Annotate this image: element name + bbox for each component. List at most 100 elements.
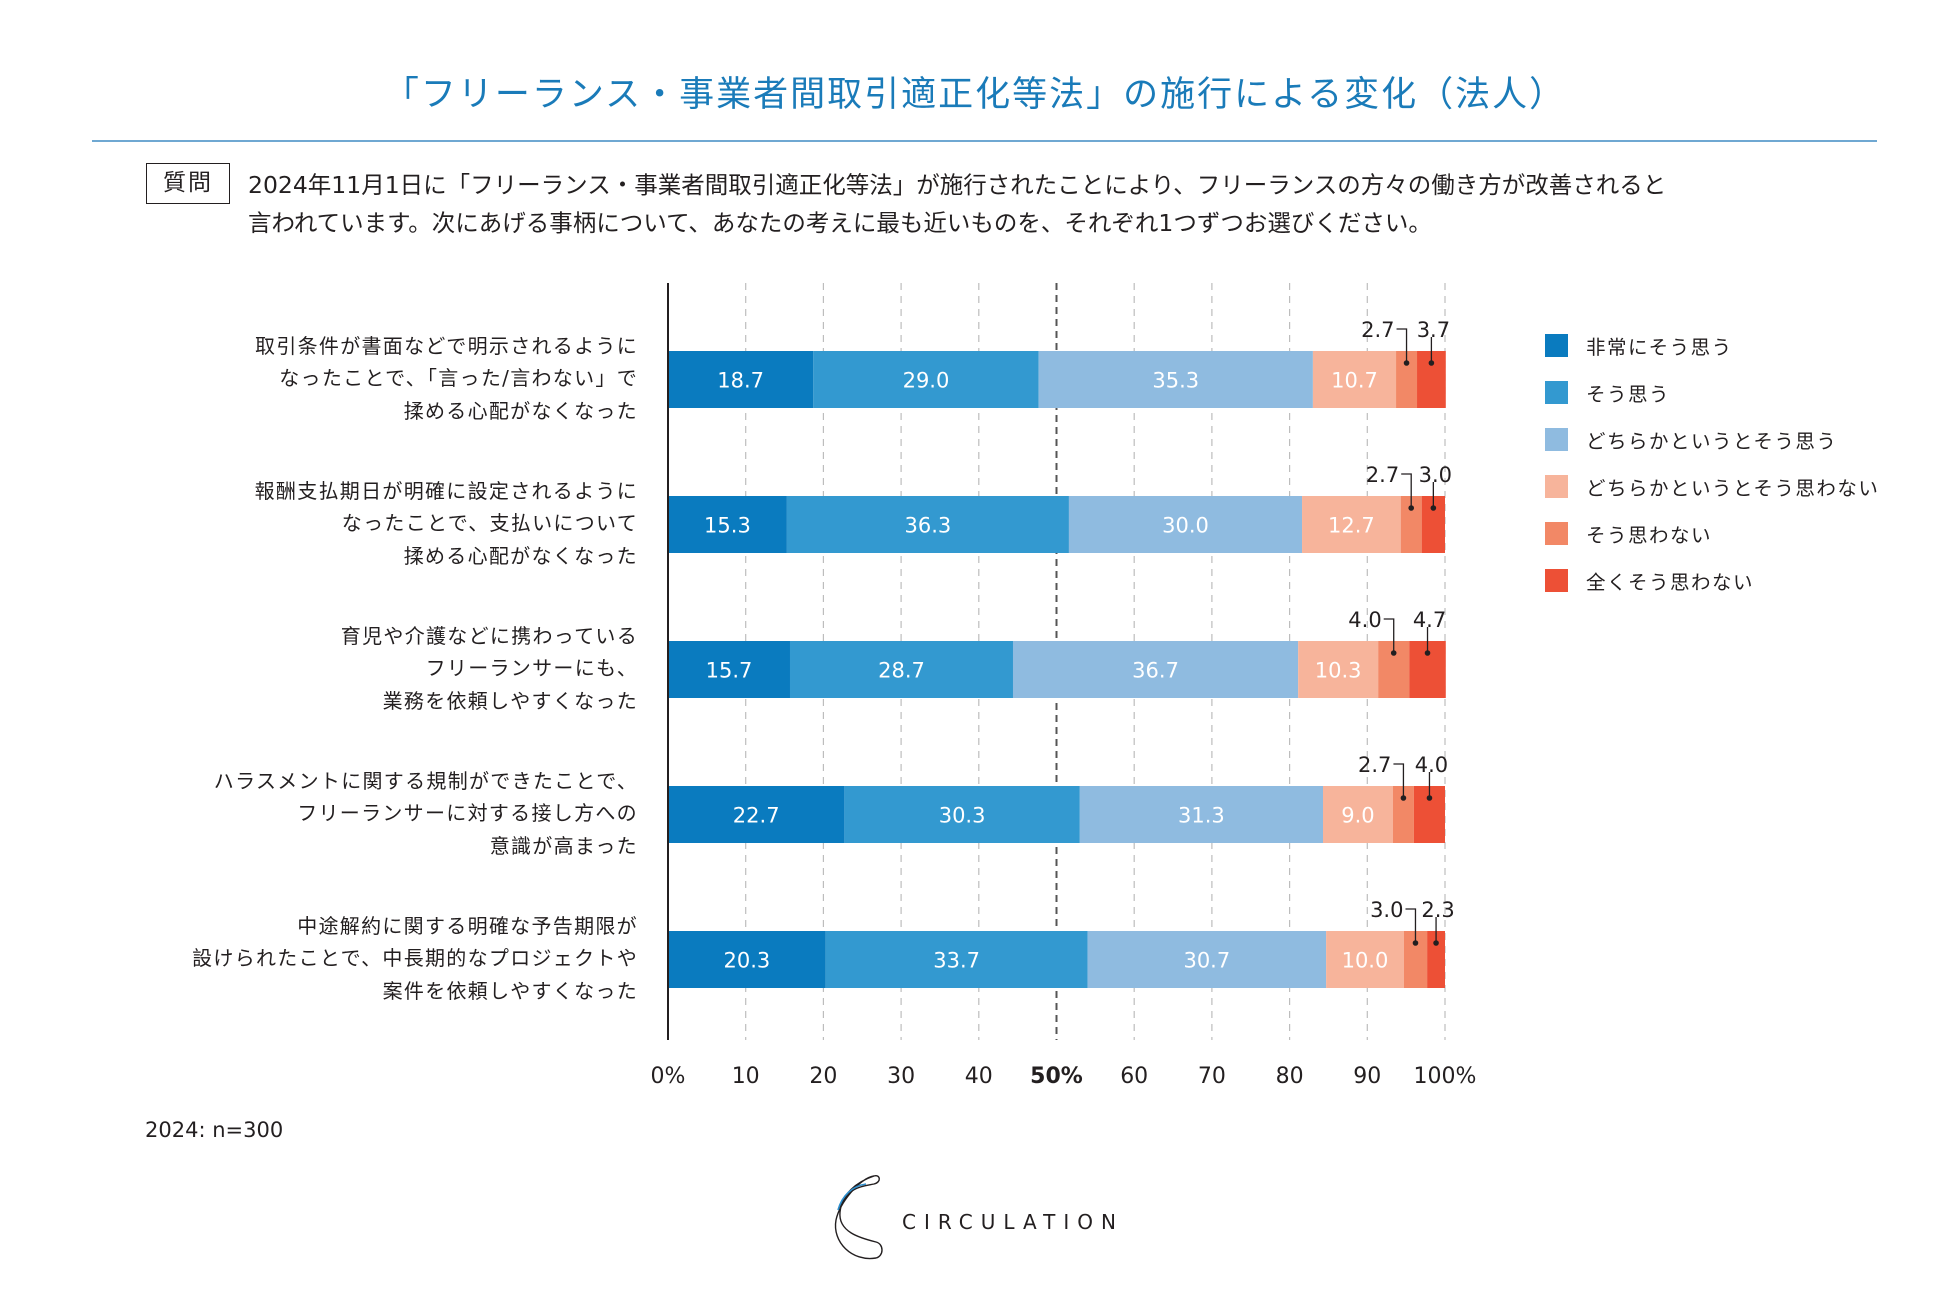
data-label: 15.3 — [704, 514, 751, 538]
category-label-3: 育児や介護などに携わっているフリーランサーにも、業務を依頼しやすくなった — [78, 620, 638, 718]
bar-segment-5-1 — [668, 931, 826, 988]
data-label: 36.3 — [905, 514, 952, 538]
question-line-1: 2024年11月1日に「フリーランス・事業者間取引適正化等法」が施行されたことに… — [248, 171, 1667, 199]
question-line-2: 言われています。次にあげる事柄について、あなたの考えに最も近いものを、それぞれ1… — [248, 209, 1432, 237]
category-label-4: ハラスメントに関する規制ができたことで、 フリーランサーに対する接し方への 意識が高… — [78, 765, 638, 863]
legend-item: どちらかというとそう思わない — [1545, 463, 1879, 510]
data-label: 2.7 — [1366, 463, 1399, 487]
callout-leader — [1383, 618, 1395, 653]
category-label-1: 取引条件が書面などで明示されるようになったことで、「言った/言わない」で揉める心… — [78, 330, 638, 428]
x-tick-label: 60 — [1120, 1064, 1148, 1089]
data-label: 28.7 — [878, 659, 925, 683]
bar-segment-2-3 — [1068, 496, 1303, 553]
data-label: 9.0 — [1341, 804, 1374, 828]
bar-segment-4-2 — [844, 786, 1080, 843]
legend-item: そう思う — [1545, 369, 1879, 416]
data-label: 30.0 — [1162, 514, 1209, 538]
x-tick-label: 70 — [1198, 1064, 1226, 1089]
bar-segment-1-2 — [813, 351, 1039, 408]
data-label: 15.7 — [706, 659, 753, 683]
title-divider — [92, 140, 1877, 142]
legend-swatch — [1545, 334, 1568, 357]
data-label: 4.7 — [1413, 608, 1446, 632]
legend-swatch — [1545, 569, 1568, 592]
category-label-line: フリーランサーにも、 — [425, 656, 638, 680]
legend-label: 全くそう思わない — [1586, 571, 1755, 594]
bar-segment-2-5 — [1400, 496, 1422, 553]
bar-segment-5-4 — [1326, 931, 1404, 988]
bar-segment-2-2 — [786, 496, 1069, 553]
data-label: 4.0 — [1415, 753, 1448, 777]
legend-item: 非常にそう思う — [1545, 322, 1879, 369]
x-tick-label: 100% — [1414, 1064, 1477, 1089]
category-label-line: 取引条件が書面などで明示されるように — [255, 333, 638, 358]
data-label: 3.0 — [1370, 898, 1403, 922]
category-label-line: 育児や介護などに携わっている — [340, 623, 638, 648]
bar-segment-2-1 — [668, 496, 787, 553]
legend-swatch — [1545, 475, 1568, 498]
question-badge: 質問 — [146, 163, 230, 204]
legend-label: どちらかというとそう思う — [1586, 430, 1838, 453]
data-label: 29.0 — [903, 369, 950, 393]
data-label: 10.7 — [1331, 369, 1378, 393]
category-label-line: なったことで、「言った/言わない」で — [279, 366, 638, 390]
data-label: 35.3 — [1152, 369, 1199, 393]
x-tick-label: 0% — [651, 1064, 686, 1089]
bar-segment-4-5 — [1392, 786, 1414, 843]
legend-label: そう思わない — [1586, 524, 1713, 547]
bar-segment-2-4 — [1302, 496, 1401, 553]
legend: 非常にそう思う そう思うどちらかというとそう思うどちらかというとそう思わないそう思… — [1545, 322, 1879, 604]
bar-segment-1-4 — [1312, 351, 1397, 408]
circulation-logo-icon — [834, 1174, 883, 1260]
category-label-line: 案件を依頼しやすくなった — [382, 978, 638, 1003]
legend-swatch — [1545, 522, 1568, 545]
category-label-line: 揉める心配がなくなった — [403, 398, 638, 423]
bar-segment-4-4 — [1323, 786, 1393, 843]
category-label-line: 中途解約に関する明確な予告期限が — [297, 913, 638, 938]
sample-size-note: 2024: n=300 — [145, 1118, 284, 1142]
x-tick-label: 80 — [1276, 1064, 1304, 1089]
data-label: 3.7 — [1417, 318, 1450, 342]
category-label-2: 報酬支払期日が明確に設定されるように なったことで、支払いについて 揉める心配がなく… — [78, 475, 638, 573]
bar-segment-1-5 — [1396, 351, 1418, 408]
bar-segment-3-4 — [1298, 641, 1379, 698]
legend-swatch — [1545, 381, 1568, 404]
bar-segment-3-3 — [1012, 641, 1299, 698]
legend-item: どちらかというとそう思う — [1545, 416, 1879, 463]
category-label-line: 設けられたことで、中長期的なプロジェクトや — [192, 946, 638, 970]
callout-leader — [1401, 473, 1412, 508]
callout-leader — [1396, 328, 1408, 363]
x-tick-label: 10 — [732, 1064, 760, 1089]
bar-segment-1-1 — [668, 351, 814, 408]
category-label-line: フリーランサーに対する接し方への — [297, 801, 638, 825]
x-tick-label: 30 — [887, 1064, 915, 1089]
data-label: 22.7 — [733, 804, 780, 828]
bar-segment-2-6 — [1421, 496, 1445, 553]
data-label: 2.3 — [1421, 898, 1454, 922]
bar-segment-1-3 — [1038, 351, 1313, 408]
data-label: 12.7 — [1328, 514, 1375, 538]
data-label: 4.0 — [1348, 608, 1381, 632]
data-label: 30.3 — [939, 804, 986, 828]
category-label-line: 意識が高まった — [489, 833, 638, 858]
callout-leader — [1393, 763, 1405, 798]
question-text: 2024年11月1日に「フリーランス・事業者間取引適正化等法」が施行されたことに… — [248, 166, 1888, 242]
data-label: 2.7 — [1358, 753, 1391, 777]
category-label-line: 業務を依頼しやすくなった — [382, 688, 638, 713]
x-tick-label: 40 — [965, 1064, 993, 1089]
data-label: 10.0 — [1342, 949, 1389, 973]
x-tick-label: 20 — [809, 1064, 837, 1089]
bar-segment-5-2 — [825, 931, 1088, 988]
callout-leader — [1405, 908, 1417, 943]
bar-segment-5-5 — [1403, 931, 1428, 988]
data-label: 33.7 — [933, 949, 980, 973]
data-label: 20.3 — [723, 949, 770, 973]
bar-segment-4-1 — [668, 786, 845, 843]
legend-item: そう思わない — [1545, 510, 1879, 557]
brand-name: CIRCULATION — [902, 1210, 1124, 1234]
data-label: 18.7 — [717, 369, 764, 393]
bar-segment-5-3 — [1087, 931, 1327, 988]
category-label-line: なったことで、支払いについて — [341, 511, 638, 535]
bar-segment-3-1 — [668, 641, 790, 698]
